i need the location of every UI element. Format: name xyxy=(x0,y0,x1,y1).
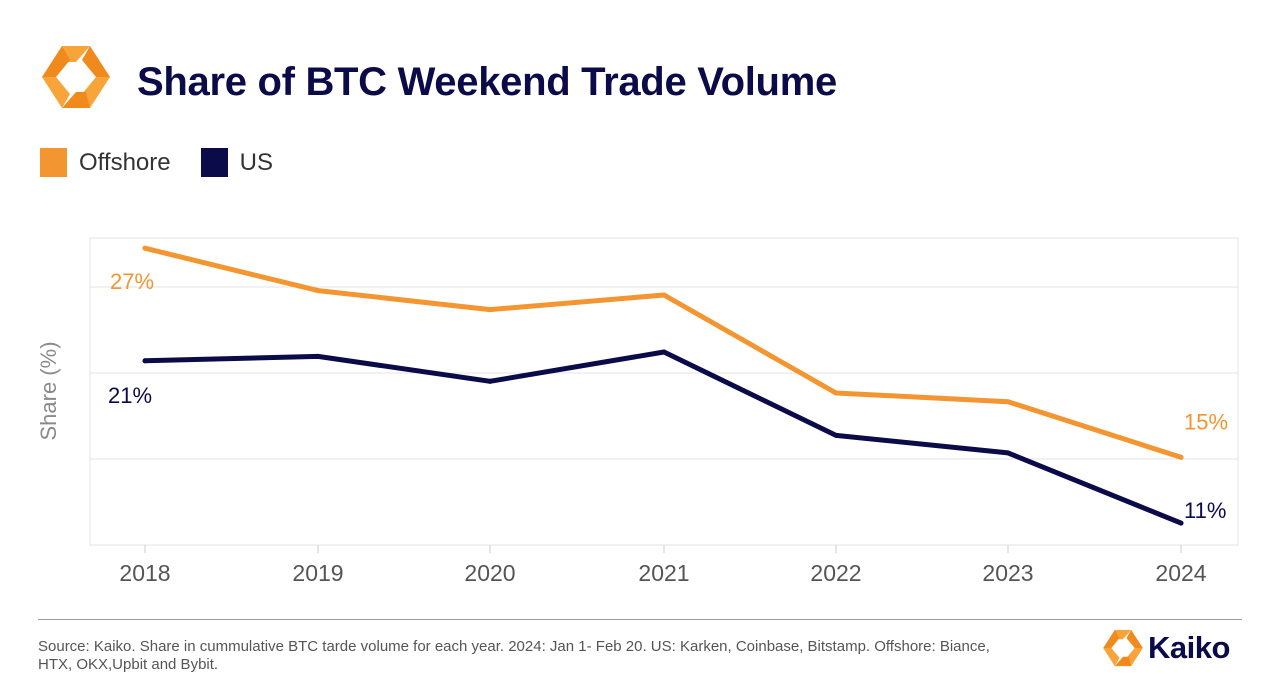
x-tick-label-2023: 2023 xyxy=(982,560,1033,586)
x-tick-label-2019: 2019 xyxy=(292,560,343,586)
legend: Offshore US xyxy=(40,148,303,177)
data-point-offshore-2022 xyxy=(833,390,839,396)
data-label-us-2024: 11% xyxy=(1184,498,1226,523)
legend-item-offshore: Offshore xyxy=(40,148,171,177)
data-point-us-2022 xyxy=(833,432,839,438)
brand-name: Kaiko xyxy=(1148,630,1230,665)
x-tick-label-2021: 2021 xyxy=(638,560,689,586)
data-label-offshore-2024: 15% xyxy=(1184,409,1228,434)
data-point-offshore-2020 xyxy=(487,307,493,313)
kaiko-brand-icon xyxy=(1103,629,1143,667)
data-point-offshore-2021 xyxy=(661,292,667,298)
x-tick-label-2024: 2024 xyxy=(1155,560,1206,586)
data-point-offshore-2019 xyxy=(315,288,321,294)
data-label-us-2018: 21% xyxy=(108,383,152,408)
chart-title: Share of BTC Weekend Trade Volume xyxy=(137,60,837,104)
data-point-offshore-2024 xyxy=(1178,454,1184,460)
data-point-us-2018 xyxy=(142,358,148,364)
data-point-us-2024 xyxy=(1178,520,1184,526)
data-point-us-2021 xyxy=(661,349,667,355)
legend-swatch-offshore xyxy=(40,148,67,177)
data-point-us-2020 xyxy=(487,378,493,384)
data-point-offshore-2023 xyxy=(1005,399,1011,405)
legend-label-us: US xyxy=(239,148,273,176)
brand: Kaiko xyxy=(1102,628,1230,668)
y-axis-label: Share (%) xyxy=(36,341,61,440)
data-point-us-2019 xyxy=(315,353,321,359)
x-tick-label-2020: 2020 xyxy=(464,560,515,586)
series-line-us xyxy=(142,349,1184,526)
data-point-offshore-2018 xyxy=(142,245,148,251)
data-point-us-2023 xyxy=(1005,450,1011,456)
source-note: Source: Kaiko. Share in cummulative BTC … xyxy=(38,638,990,673)
x-tick-label-2018: 2018 xyxy=(119,560,170,586)
legend-label-offshore: Offshore xyxy=(79,148,171,176)
x-tick-label-2022: 2022 xyxy=(810,560,861,586)
footer-divider xyxy=(38,619,1242,620)
legend-swatch-us xyxy=(200,148,228,177)
legend-item-us: US xyxy=(200,148,273,177)
data-label-offshore-2018: 27% xyxy=(110,269,154,294)
kaiko-logo-icon xyxy=(42,46,110,108)
plot-frame xyxy=(89,237,1239,546)
